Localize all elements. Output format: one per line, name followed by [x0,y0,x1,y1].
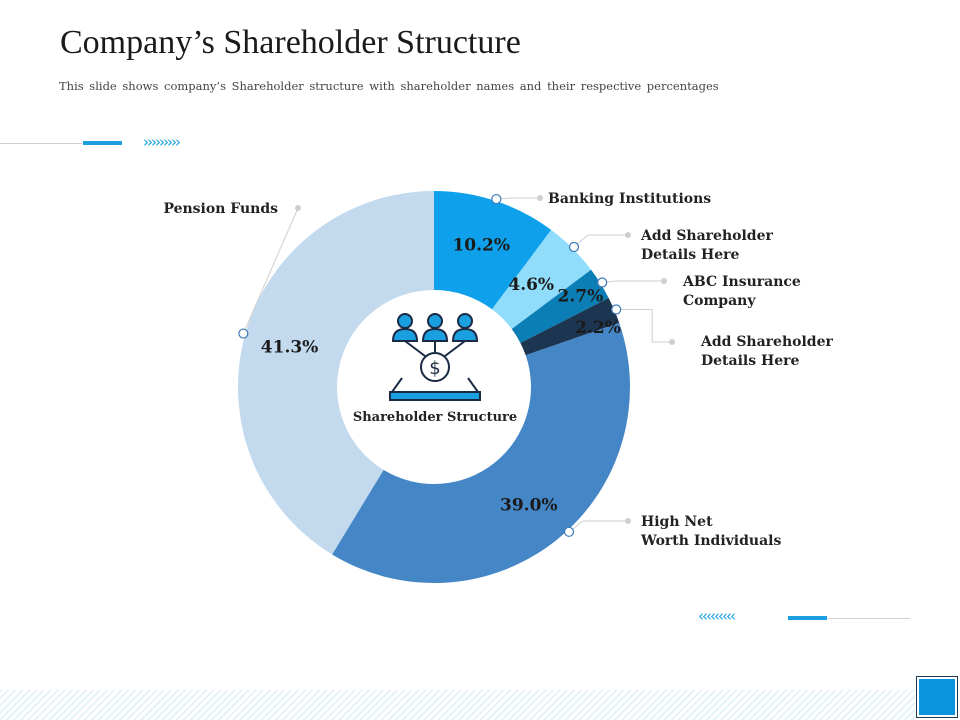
slice-callout-label: Pension Funds [163,201,278,217]
slice-percent-label: 41.3% [261,338,319,358]
slice-percent-label: 2.7% [558,286,604,306]
callout-end-dot [669,339,675,345]
slice-callout-label: High Net [641,514,713,530]
center-label: Shareholder Structure [353,410,517,425]
slice-percent-label: 39.0% [500,496,558,516]
chevrons-right-icon: ››››››››› [143,133,181,151]
callout-leader-line [242,207,299,334]
callout-leader-line [616,309,672,343]
person-icon [391,313,419,342]
page-subtitle: This slide shows company’s Shareholder s… [59,79,719,93]
callout-end-dot [661,278,667,284]
slice-callout-label: Company [683,293,756,309]
callout-end-dot [625,232,631,238]
slice-percent-label: 4.6% [508,275,554,295]
donut-slice [332,322,630,583]
callout-end-dot [295,205,301,211]
callout-leader-line [602,280,664,283]
callout-anchor-dot [563,526,575,537]
donut-slice [491,229,592,330]
donut-slice [238,191,434,555]
slice-percent-label: 2.2% [575,318,621,338]
callout-anchor-dot [491,193,502,205]
slice-callout-label: Details Here [701,353,799,369]
callout-anchor-dot [611,304,622,315]
slice-callout-label: Add Shareholder [700,334,833,350]
donut-slice [434,191,552,310]
slice-callout-label: Add Shareholder [640,228,773,244]
callout-leader-line [573,234,628,248]
slice-callout-label: Banking Institutions [548,191,711,207]
chevrons-left-icon: ‹‹‹‹‹‹‹‹‹ [698,607,736,625]
bottom-hatch-band [0,690,915,720]
donut-slice [511,269,609,343]
callout-anchor-dot [568,241,580,253]
svg-text:$: $ [429,358,440,379]
callout-anchor-dot [597,277,608,288]
slice-percent-label: 10.2% [452,236,510,256]
callout-anchor-dot [238,328,249,339]
slice-callout-label: Details Here [641,247,739,263]
page-title: Company’s Shareholder Structure [60,24,521,61]
shareholders-dollar-icon: $ [389,313,481,401]
callout-leader-line [496,197,540,200]
callout-end-dot [625,518,631,524]
donut-slice [520,298,620,356]
callout-leader-line [568,520,628,533]
top-left-divider [0,143,82,144]
bottom-right-divider [828,618,910,619]
slice-callout-label: ABC Insurance [682,274,801,290]
person-icon [451,313,479,342]
callout-end-dot [537,195,543,201]
slice-callout-label: Worth Individuals [640,533,781,549]
person-icon [421,313,449,342]
top-accent-bar [83,141,122,145]
bottom-accent-bar [788,616,827,620]
corner-square [919,679,955,715]
corner-frame [916,676,958,718]
